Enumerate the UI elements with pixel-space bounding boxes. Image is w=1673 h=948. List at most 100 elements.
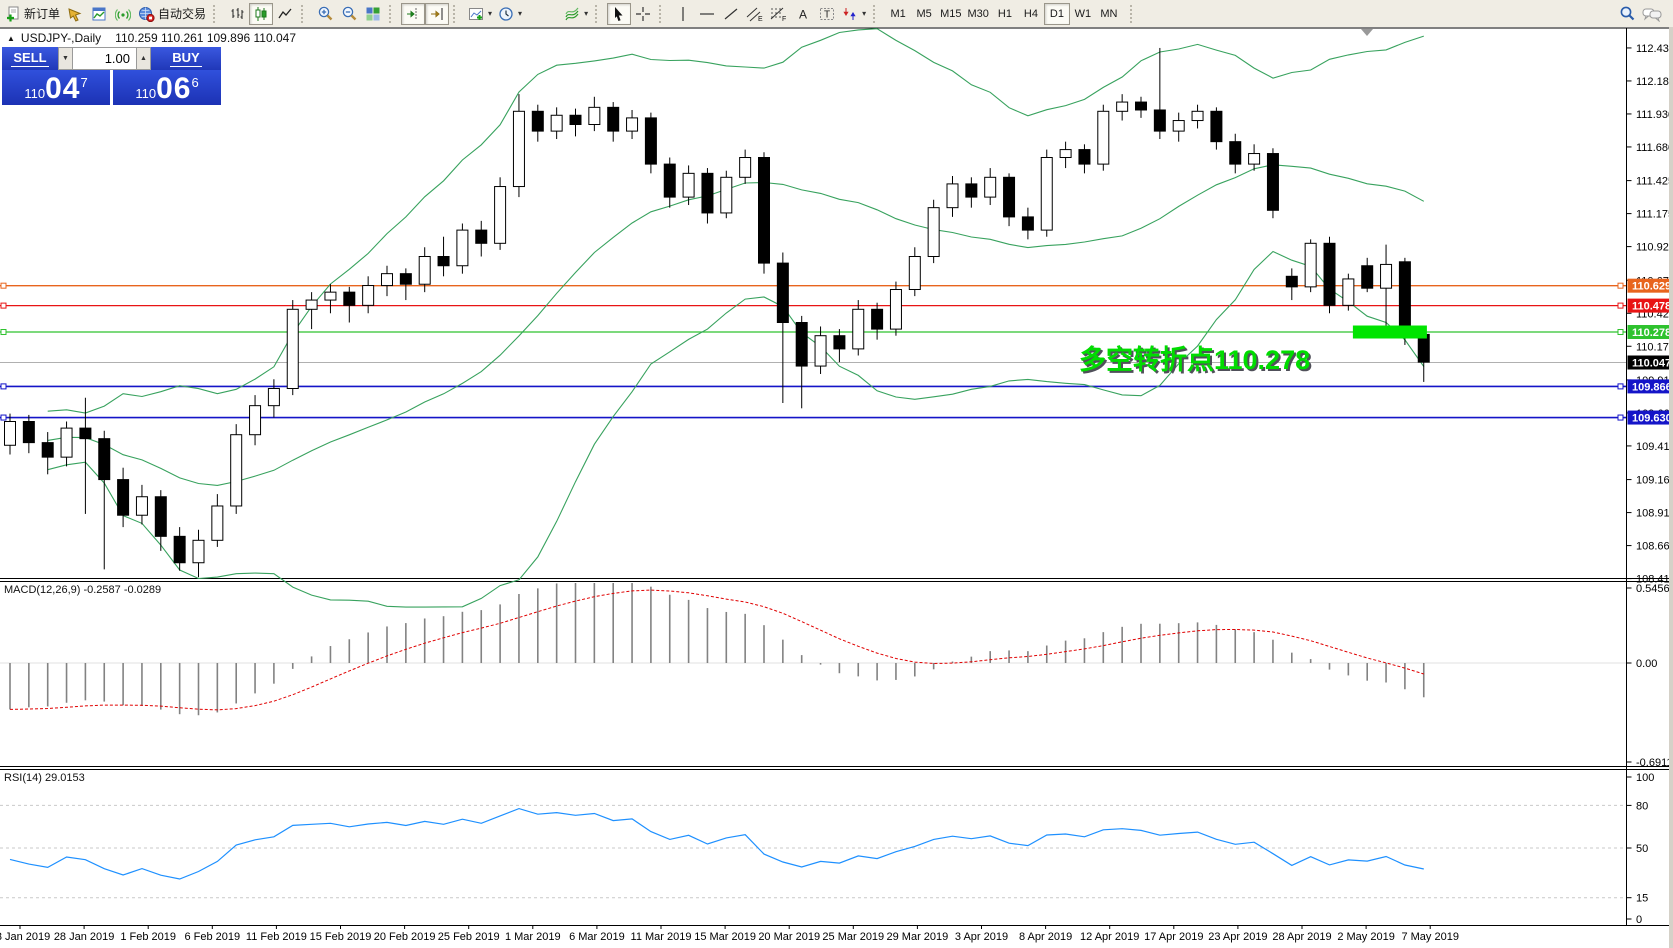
tab-period-M5[interactable]: M5 <box>916 7 932 20</box>
svg-text:15: 15 <box>1636 893 1648 905</box>
charts-window-icon-button[interactable] <box>87 3 111 25</box>
tab-period-D1[interactable]: D1 <box>1043 2 1070 25</box>
autotrading-button[interactable]: 自动交易 <box>135 3 209 25</box>
bar-chart-mode-button[interactable] <box>225 3 249 25</box>
rsi-indicator-label: RSI(14) 29.0153 <box>4 772 85 784</box>
price-label-110.478: 110.478 <box>1627 298 1673 313</box>
crosshair-tool-button[interactable] <box>631 3 655 25</box>
fibonacci-tool-button[interactable]: F <box>767 3 791 25</box>
tab-period-MN[interactable]: MN <box>1100 7 1118 20</box>
price-line-109.866[interactable] <box>0 383 1626 390</box>
sell-price-prefix: 110 <box>24 86 46 101</box>
chevron-down-icon: ▾ <box>862 9 867 18</box>
macd-panel: 0.5456 0.00 -0.6911 <box>0 583 1673 769</box>
svg-text:15 Mar 2019: 15 Mar 2019 <box>694 931 756 943</box>
svg-text:29 Mar 2019: 29 Mar 2019 <box>887 931 949 943</box>
svg-text:110.478: 110.478 <box>1632 301 1671 313</box>
svg-text:1 Mar 2019: 1 Mar 2019 <box>505 931 561 943</box>
horizontal-line-tool-button[interactable] <box>695 3 719 25</box>
tile-windows-button[interactable] <box>361 3 385 25</box>
toolbar-grip <box>595 4 604 23</box>
price-line-110.478[interactable] <box>0 302 1626 309</box>
sell-price[interactable]: 110 04 7 <box>2 70 110 105</box>
vertical-line-tool-button[interactable] <box>671 3 695 25</box>
arrows-tool-button[interactable]: ▾ <box>839 3 869 25</box>
candlestick-mode-button[interactable] <box>249 2 274 25</box>
svg-text:108.410: 108.410 <box>1636 574 1673 586</box>
bollinger-lower-band <box>47 250 1425 608</box>
collapse-icon[interactable]: ▲ <box>7 33 15 43</box>
svg-text:0: 0 <box>1636 914 1642 926</box>
line-chart-mode-button[interactable] <box>273 3 297 25</box>
cursor-tool-button[interactable] <box>607 2 632 25</box>
new-order-button[interactable]: 新订单 <box>2 3 63 25</box>
toolbar-grip <box>213 4 222 23</box>
volume-decrease-button[interactable]: ▼ <box>58 47 73 70</box>
chart-title: ▲ USDJPY-,Daily 110.259 110.261 109.896 … <box>7 31 296 45</box>
buy-price-prefix: 110 <box>135 86 157 101</box>
price-line-110.629[interactable] <box>0 282 1626 289</box>
sell-button-label: SELL <box>11 50 49 67</box>
chart-shift-button[interactable] <box>401 2 426 25</box>
svg-text:15 Feb 2019: 15 Feb 2019 <box>310 931 372 943</box>
macd-signal-line <box>9 589 1424 711</box>
svg-text:110.629: 110.629 <box>1632 281 1671 293</box>
equidistant-channel-tool-button[interactable]: E <box>743 3 767 25</box>
trendline-tool-button[interactable] <box>719 3 743 25</box>
svg-text:112.430: 112.430 <box>1636 43 1673 55</box>
signal-icon-button[interactable] <box>111 3 135 25</box>
svg-text:109.866: 109.866 <box>1632 381 1672 393</box>
price-line-109.630[interactable] <box>0 414 1626 421</box>
sell-button[interactable]: SELL <box>2 47 58 70</box>
svg-text:11 Feb 2019: 11 Feb 2019 <box>246 931 307 943</box>
svg-text:109.415: 109.415 <box>1636 441 1673 453</box>
volume-input[interactable] <box>73 47 136 70</box>
text-tool-button[interactable]: A <box>791 3 815 25</box>
tab-period-H1[interactable]: H1 <box>997 7 1012 20</box>
svg-text:80: 80 <box>1636 800 1648 812</box>
current-price-label: 110.047 <box>1627 355 1673 370</box>
rsi-panel: 100 80 50 15 0 <box>0 772 1654 926</box>
svg-text:23 Jan 2019: 23 Jan 2019 <box>0 931 50 943</box>
chevron-down-icon: ▾ <box>584 9 589 18</box>
buy-price[interactable]: 110 06 6 <box>113 70 221 105</box>
indicators-button[interactable]: ▾ <box>465 3 495 25</box>
svg-text:109.630: 109.630 <box>1632 413 1672 425</box>
chart-text-annotation[interactable]: 多空转折点110.278 <box>1079 345 1311 375</box>
svg-text:28 Jan 2019: 28 Jan 2019 <box>54 931 115 943</box>
chat-button[interactable] <box>1639 3 1665 25</box>
tab-period-W1[interactable]: W1 <box>1074 7 1092 20</box>
chart-ohlc-values: 110.259 110.261 109.896 110.047 <box>115 31 297 45</box>
svg-text:-0.6911: -0.6911 <box>1636 757 1673 769</box>
window-edge <box>1669 27 1673 948</box>
svg-text:A: A <box>799 7 807 21</box>
buy-button[interactable]: BUY <box>151 47 221 70</box>
search-button[interactable] <box>1615 3 1639 25</box>
horizontal-line-objects[interactable] <box>0 282 1626 421</box>
svg-text:8 Apr 2019: 8 Apr 2019 <box>1019 931 1072 943</box>
macd-indicator-label: MACD(12,26,9) -0.2587 -0.0289 <box>4 584 162 596</box>
svg-text:110.278: 110.278 <box>1632 327 1671 339</box>
chevron-down-icon: ▾ <box>518 9 523 18</box>
svg-text:0.00: 0.00 <box>1636 658 1657 670</box>
highlight-bar[interactable] <box>1352 325 1427 339</box>
templates-button[interactable]: ▾ <box>561 3 591 25</box>
svg-text:3 Apr 2019: 3 Apr 2019 <box>955 931 1008 943</box>
tab-period-M30[interactable]: M30 <box>967 7 989 20</box>
svg-text:6 Mar 2019: 6 Mar 2019 <box>569 931 625 943</box>
timeframes-clock-button[interactable]: ▾ <box>495 3 525 25</box>
gold-pointer-icon-button[interactable] <box>63 3 87 25</box>
chart-shift-marker[interactable] <box>1361 29 1373 36</box>
volume-increase-button[interactable]: ▲ <box>136 47 151 70</box>
chevron-down-icon: ▾ <box>488 9 493 18</box>
svg-text:T: T <box>824 9 830 20</box>
tab-period-M15[interactable]: M15 <box>940 7 962 20</box>
auto-scroll-button[interactable] <box>425 2 450 25</box>
zoom-in-button[interactable] <box>313 3 337 25</box>
zoom-out-button[interactable] <box>337 3 361 25</box>
tab-period-H4[interactable]: H4 <box>1023 7 1038 20</box>
tab-period-M1[interactable]: M1 <box>890 7 906 20</box>
text-label-tool-button[interactable]: T <box>815 3 839 25</box>
svg-text:110.925: 110.925 <box>1636 242 1673 254</box>
